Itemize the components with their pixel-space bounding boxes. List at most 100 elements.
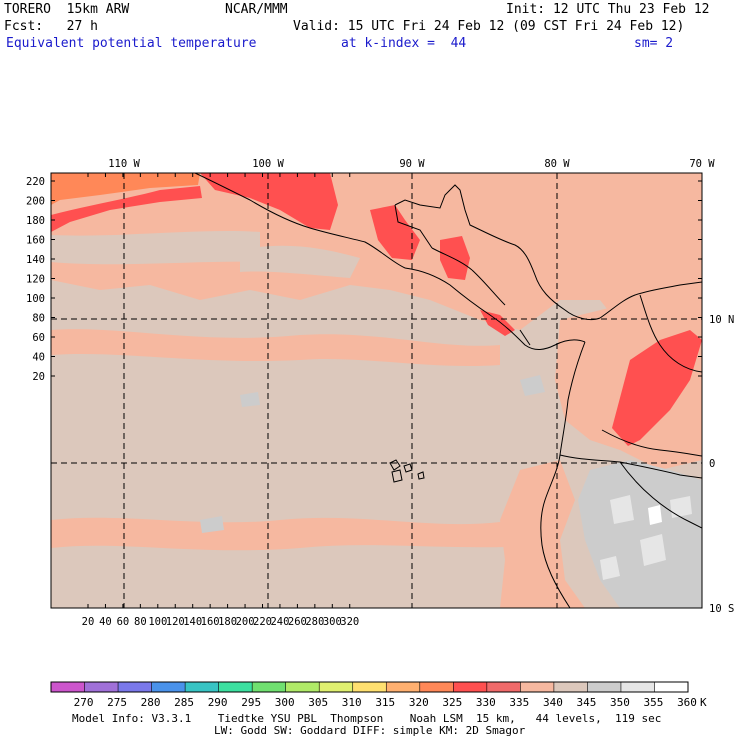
- colorbar-label: 345: [576, 696, 596, 709]
- x-grid-label: 320: [340, 616, 359, 628]
- y-grid-label: 40: [32, 352, 45, 364]
- coast-colombia-venezuela: [599, 281, 702, 319]
- coast-central-america: [404, 267, 586, 350]
- coast-mexico: [194, 173, 406, 269]
- lon-label: 70 W: [689, 158, 715, 170]
- x-grid-label: 200: [236, 616, 255, 628]
- lon-label: 90 W: [399, 158, 425, 170]
- x-grid-label: 60: [117, 616, 130, 628]
- graticule: [51, 173, 702, 608]
- colorbar-swatch: [185, 682, 219, 692]
- border-guatemala: [394, 204, 433, 249]
- x-grid-label: 240: [270, 616, 289, 628]
- colorbar-label: 350: [610, 696, 630, 709]
- colorbar-label: 295: [241, 696, 261, 709]
- footer-physics-info: LW: Godd SW: Goddard DIFF: simple KM: 2D…: [214, 724, 526, 737]
- x-grid-label: 80: [134, 616, 147, 628]
- colorbar-swatch: [319, 682, 354, 692]
- x-grid-label: 180: [218, 616, 237, 628]
- field-325-nw: [51, 173, 200, 205]
- field-355-spot-2: [640, 534, 666, 566]
- border-peru-brazil: [619, 461, 702, 529]
- colorbar-label: 340: [543, 696, 563, 709]
- colorbar-swatch: [386, 682, 421, 692]
- field-355-spot-3: [600, 556, 620, 580]
- colorbar-swatch: [453, 682, 488, 692]
- field-330-guatemala: [370, 205, 420, 260]
- field-355-spot-1: [610, 495, 634, 524]
- colorbar-unit: K: [700, 696, 707, 709]
- border-colombia-venezuela: [639, 294, 702, 373]
- colorbar-label: 325: [442, 696, 462, 709]
- lon-label: 80 W: [544, 158, 570, 170]
- y-grid-label: 140: [26, 254, 45, 266]
- x-grid-label: 40: [99, 616, 112, 628]
- field-name: Equivalent potential temperature: [6, 36, 257, 51]
- colorbar-swatch: [520, 682, 555, 692]
- lon-label: 110 W: [108, 158, 140, 170]
- colorbar-frame: [50, 681, 689, 693]
- center-label: NCAR/MMM: [225, 2, 288, 17]
- field-350-speck-2: [240, 392, 260, 407]
- galapagos-3: [403, 463, 413, 473]
- colorbar-swatch: [252, 682, 286, 692]
- colorbar-label: 285: [174, 696, 194, 709]
- colorbar-label: 300: [275, 696, 295, 709]
- colorbar-swatch: [118, 682, 152, 692]
- field-350-speck-3: [200, 516, 224, 533]
- y-grid-labels: 220 200 180 160 140 120 100 80 60 40 20: [26, 176, 45, 383]
- colorbar-swatch: [151, 682, 186, 692]
- valid-time: Valid: 15 UTC Fri 24 Feb 12 (09 CST Fri …: [293, 19, 685, 34]
- colorbar-swatch: [620, 682, 655, 692]
- level-label: at k-index = 44: [341, 36, 467, 51]
- field-340-band-south: [51, 517, 540, 551]
- x-grid-label: 260: [288, 616, 307, 628]
- colorbar: 270 275 280 285 290 295 300 305 310 315 320 325 330 3…: [50, 681, 697, 709]
- colorbar-swatch: [587, 682, 622, 692]
- lat-label: 10 S: [709, 603, 734, 615]
- lon-label: 100 W: [252, 158, 284, 170]
- lat-label: 0: [709, 458, 715, 470]
- field-330-colombia: [612, 330, 702, 446]
- footer-model-info: Model Info: V3.3.1 Tiedtke YSU PBL Thomp…: [72, 712, 662, 725]
- y-grid-label: 220: [26, 176, 45, 188]
- map-frame: [50, 172, 703, 609]
- x-grid-label: 140: [183, 616, 202, 628]
- x-grid-label: 120: [166, 616, 185, 628]
- colorbar-label: 305: [308, 696, 328, 709]
- y-grid-label: 20: [32, 371, 45, 383]
- field-345-patch-a: [51, 231, 260, 265]
- theta-e-field: [51, 173, 702, 608]
- smoothing-label: sm= 2: [634, 36, 674, 51]
- colorbar-label: 335: [509, 696, 529, 709]
- galapagos-2: [391, 469, 403, 483]
- init-time: Init: 12 UTC Thu 23 Feb 12: [506, 2, 710, 17]
- model-title: TORERO 15km ARW: [4, 2, 130, 17]
- top-lon-labels: 110 W 100 W 90 W 80 W 70 W: [108, 158, 715, 170]
- x-grid-label: 300: [323, 616, 342, 628]
- y-grid-label: 100: [26, 293, 45, 305]
- field-330-honduras: [440, 236, 470, 280]
- colorbar-label: 310: [342, 696, 362, 709]
- field-340-coast-south: [500, 460, 585, 608]
- colorbar-swatch: [553, 682, 588, 692]
- colorbar-swatch: [51, 682, 85, 692]
- border-nicaragua: [471, 269, 506, 306]
- x-grid-label: 100: [148, 616, 167, 628]
- forecast-hour: Fcst: 27 h: [4, 19, 98, 34]
- field-340-north: [51, 173, 702, 330]
- coastlines: [194, 173, 702, 608]
- x-grid-label: 20: [82, 616, 95, 628]
- colorbar-swatch: [352, 682, 387, 692]
- galapagos-4: [417, 471, 425, 480]
- colorbar-label: 280: [141, 696, 161, 709]
- colorbar-label: 270: [74, 696, 94, 709]
- right-lat-labels: 10 N 0 10 S: [709, 314, 734, 615]
- lat-label: 10 N: [709, 314, 734, 326]
- y-grid-label: 160: [26, 235, 45, 247]
- colorbar-label: 275: [107, 696, 127, 709]
- colorbar-label: 315: [375, 696, 395, 709]
- y-grid-label: 80: [32, 313, 45, 325]
- field-330-costa-rica: [480, 310, 515, 336]
